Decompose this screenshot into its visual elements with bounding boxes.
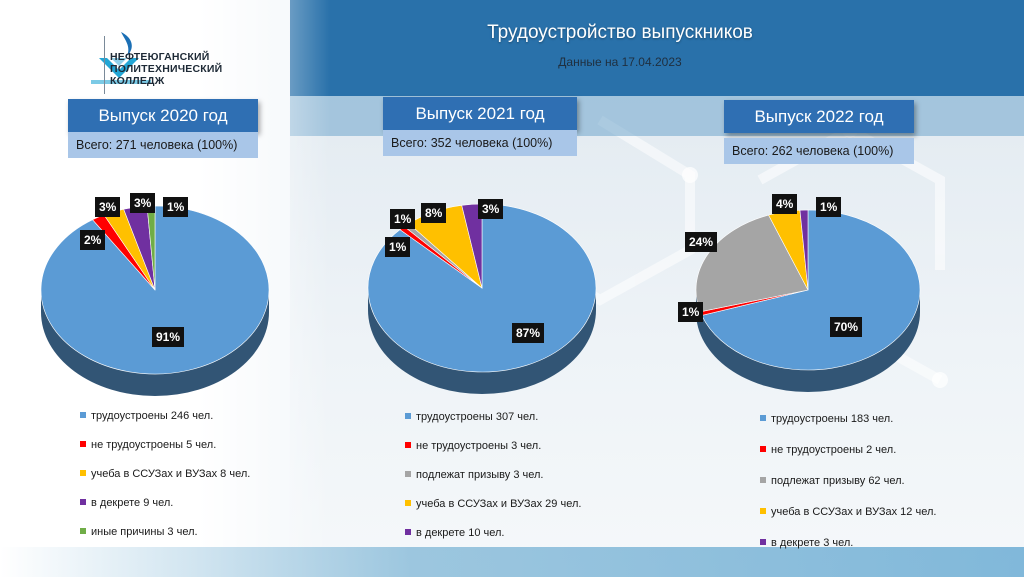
legend-label: подлежат призыву 3 чел. (416, 469, 544, 481)
legend-swatch (405, 529, 411, 535)
college-name: НЕФТЕЮГАНСКИЙ ПОЛИТЕХНИЧЕСКИЙ КОЛЛЕДЖ (110, 51, 222, 87)
pct-label-employed-0: 91% (152, 327, 185, 347)
legend-item-employed-0: трудоустроены 246 чел. (80, 410, 213, 422)
legend-label: подлежат призыву 62 чел. (771, 475, 905, 487)
legend-swatch (760, 446, 766, 452)
legend-item-unemployed-1: не трудоустроены 3 чел. (405, 440, 541, 452)
pct-label-study-1: 8% (421, 203, 447, 223)
legend-item-other-0: иные причины 3 чел. (80, 526, 198, 538)
legend-item-study-0: учеба в ССУЗах и ВУЗах 8 чел. (80, 468, 250, 480)
legend-label: трудоустроены 183 чел. (771, 413, 894, 425)
legend-item-army-2: подлежат призыву 62 чел. (760, 475, 905, 487)
legend-item-study-1: учеба в ССУЗах и ВУЗах 29 чел. (405, 498, 581, 510)
legend-swatch (80, 470, 86, 476)
pct-label-army-1: 1% (390, 209, 416, 229)
legend-label: не трудоустроены 3 чел. (416, 440, 542, 452)
pie-side-2 (696, 290, 920, 392)
pct-label-army-2: 24% (685, 232, 718, 252)
pct-label-study-2: 4% (772, 194, 798, 214)
pct-label-other-0: 1% (163, 197, 189, 217)
legend-swatch (405, 500, 411, 506)
legend-swatch (80, 528, 86, 534)
pct-label-unemployed-2: 1% (678, 302, 704, 322)
legend-item-unemployed-0: не трудоустроены 5 чел. (80, 439, 216, 451)
page-title: Трудоустройство выпускников (487, 22, 753, 43)
chart-2021-total: Всего: 352 человека (100%) (383, 130, 577, 156)
page-subtitle: Данные на 17.04.2023 (558, 55, 682, 69)
chart-2020-total: Всего: 271 человека (100%) (68, 132, 258, 158)
legend-label: в декрете 3 чел. (771, 537, 854, 549)
chart-2020-title: Выпуск 2020 год (68, 99, 258, 132)
pie-slice-army-2 (695, 214, 809, 313)
legend-item-maternity-1: в декрете 10 чел. (405, 527, 504, 539)
legend-label: трудоустроены 307 чел. (416, 411, 539, 423)
legend-label: учеба в ССУЗах и ВУЗах 8 чел. (91, 468, 251, 480)
pct-label-unemployed-1: 1% (385, 237, 411, 257)
college-name-line1: НЕФТЕЮГАНСКИЙ (110, 51, 210, 63)
legend-item-army-1: подлежат призыву 3 чел. (405, 469, 543, 481)
legend-swatch (760, 539, 766, 545)
legend-label: в декрете 9 чел. (91, 497, 174, 509)
legend-label: учеба в ССУЗах и ВУЗах 12 чел. (771, 506, 937, 518)
chart-2021-title: Выпуск 2021 год (383, 97, 577, 130)
legend-item-study-2: учеба в ССУЗах и ВУЗах 12 чел. (760, 506, 936, 518)
pct-label-maternity-2: 1% (816, 197, 842, 217)
legend-item-employed-1: трудоустроены 307 чел. (405, 411, 538, 423)
pie-side-0 (41, 290, 269, 396)
chart-2022-total: Всего: 262 человека (100%) (724, 138, 914, 164)
pie-slice-employed-2 (701, 209, 921, 371)
legend-swatch (760, 477, 766, 483)
logo-divider (104, 36, 105, 94)
legend-item-unemployed-2: не трудоустроены 2 чел. (760, 444, 896, 456)
pct-label-employed-2: 70% (830, 317, 863, 337)
legend-item-employed-2: трудоустроены 183 чел. (760, 413, 893, 425)
chart-2022-title: Выпуск 2022 год (724, 100, 914, 133)
pie-slice-maternity-2 (799, 209, 809, 291)
legend-swatch (80, 499, 86, 505)
pct-label-maternity-0: 3% (130, 193, 156, 213)
legend-swatch (405, 413, 411, 419)
pie-side-1 (368, 288, 596, 394)
legend-swatch (80, 441, 86, 447)
pct-label-unemployed-0: 2% (80, 230, 106, 250)
college-name-line2: ПОЛИТЕХНИЧЕСКИЙ (110, 63, 223, 75)
legend-swatch (80, 412, 86, 418)
legend-swatch (405, 471, 411, 477)
college-logo (91, 32, 151, 84)
legend-swatch (760, 508, 766, 514)
legend-label: иные причины 3 чел. (91, 526, 198, 538)
legend-label: не трудоустроены 2 чел. (771, 444, 897, 456)
legend-label: не трудоустроены 5 чел. (91, 439, 217, 451)
legend-item-maternity-2: в декрете 3 чел. (760, 537, 853, 549)
pct-label-maternity-1: 3% (478, 199, 504, 219)
college-name-line3: КОЛЛЕДЖ (110, 75, 165, 87)
pct-label-employed-1: 87% (512, 323, 545, 343)
legend-swatch (760, 415, 766, 421)
legend-item-maternity-0: в декрете 9 чел. (80, 497, 173, 509)
legend-label: трудоустроены 246 чел. (91, 410, 214, 422)
legend-label: учеба в ССУЗах и ВУЗах 29 чел. (416, 498, 582, 510)
bottom-bar (0, 547, 1024, 577)
pct-label-study-0: 3% (95, 197, 121, 217)
legend-swatch (405, 442, 411, 448)
legend-label: в декрете 10 чел. (416, 527, 505, 539)
